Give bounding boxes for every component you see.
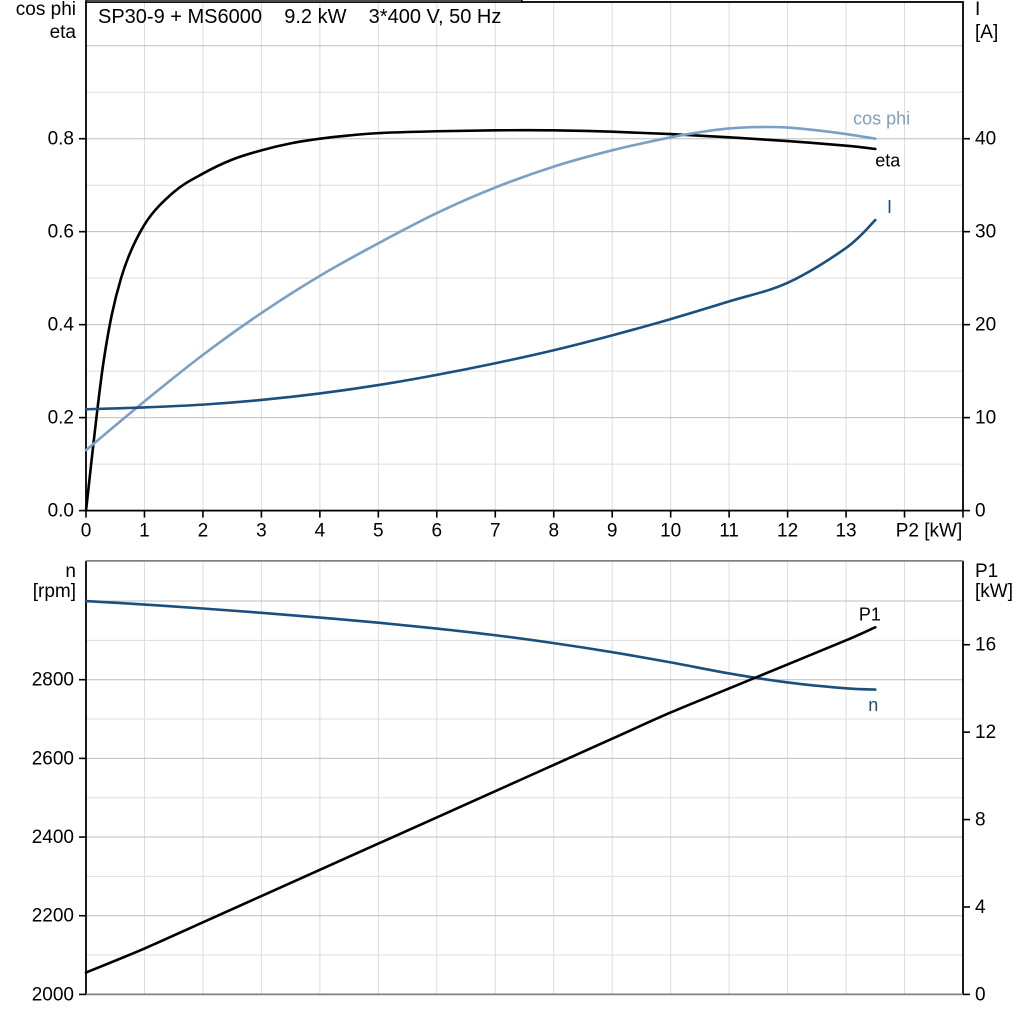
svg-text:I: I (975, 0, 980, 20)
svg-text:9: 9 (607, 521, 618, 542)
svg-text:0: 0 (975, 501, 986, 522)
svg-text:8: 8 (975, 810, 986, 831)
svg-text:P2 [kW]: P2 [kW] (896, 521, 963, 542)
svg-text:0.8: 0.8 (48, 129, 74, 150)
svg-text:4: 4 (975, 897, 986, 918)
svg-text:0.6: 0.6 (48, 222, 74, 243)
svg-text:13: 13 (835, 521, 856, 542)
svg-text:10: 10 (975, 408, 996, 429)
svg-text:30: 30 (975, 222, 996, 243)
svg-text:cos phi: cos phi (16, 0, 76, 20)
svg-text:0.0: 0.0 (48, 501, 74, 522)
svg-text:I: I (887, 197, 892, 217)
svg-text:n: n (868, 695, 878, 715)
svg-text:2400: 2400 (32, 827, 74, 848)
svg-text:1: 1 (139, 521, 150, 542)
svg-text:11: 11 (719, 521, 739, 542)
svg-text:SP30-9 + MS6000 9.2 kW 3: SP30-9 + MS6000 9.2 kW 3*400 V, 50 Hz (98, 6, 501, 28)
svg-text:[kW]: [kW] (975, 581, 1013, 602)
svg-text:P1: P1 (859, 605, 881, 625)
svg-text:12: 12 (777, 521, 798, 542)
svg-text:7: 7 (490, 521, 501, 542)
svg-text:0.2: 0.2 (48, 408, 74, 429)
svg-text:2200: 2200 (32, 906, 74, 927)
svg-text:10: 10 (660, 521, 681, 542)
svg-text:2: 2 (198, 521, 209, 542)
svg-text:2800: 2800 (32, 670, 74, 691)
svg-text:5: 5 (373, 521, 384, 542)
svg-text:0: 0 (81, 521, 92, 542)
svg-text:16: 16 (975, 635, 996, 656)
svg-text:40: 40 (975, 129, 996, 150)
svg-text:cos phi: cos phi (853, 108, 910, 128)
svg-text:3: 3 (256, 521, 267, 542)
svg-text:8: 8 (548, 521, 559, 542)
svg-text:[rpm]: [rpm] (33, 581, 76, 602)
svg-text:2600: 2600 (32, 748, 74, 769)
svg-text:P1: P1 (975, 561, 998, 582)
svg-text:6: 6 (432, 521, 443, 542)
svg-text:n: n (65, 561, 76, 582)
svg-text:0.4: 0.4 (48, 315, 75, 336)
svg-text:[A]: [A] (975, 22, 998, 43)
svg-text:2000: 2000 (32, 984, 74, 1005)
svg-text:4: 4 (315, 521, 326, 542)
svg-text:eta: eta (875, 151, 901, 171)
svg-text:12: 12 (975, 722, 996, 743)
svg-text:20: 20 (975, 315, 996, 336)
svg-text:0: 0 (975, 984, 986, 1005)
svg-text:eta: eta (50, 22, 77, 43)
